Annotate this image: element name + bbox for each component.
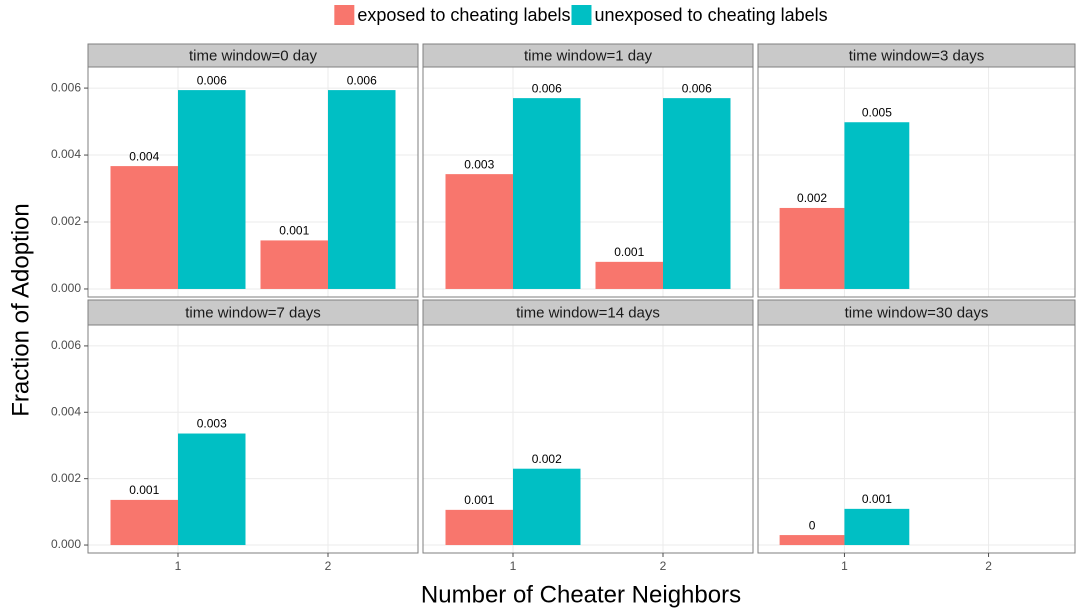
value-label: 0.001 [614, 245, 644, 259]
x-tick-label: 1 [841, 559, 848, 573]
value-label: 0.006 [197, 73, 227, 87]
value-label: 0.003 [464, 157, 494, 171]
value-label: 0.005 [862, 105, 892, 119]
bar [513, 98, 581, 289]
y-tick-label: 0.000 [51, 281, 81, 295]
bar [595, 261, 663, 289]
x-tick-label: 1 [510, 559, 517, 573]
value-label: 0.001 [862, 492, 892, 506]
value-label: 0 [809, 518, 816, 532]
y-tick-label: 0.002 [51, 471, 81, 485]
x-tick-label: 1 [175, 559, 182, 573]
value-label: 0.002 [797, 191, 827, 205]
value-label: 0.006 [682, 81, 712, 95]
bar [844, 508, 910, 546]
panel [758, 325, 1075, 553]
y-tick-label: 0.006 [51, 80, 81, 94]
bar [779, 207, 845, 289]
bar [779, 535, 845, 546]
legend-label: exposed to cheating labels [357, 5, 570, 25]
bar [110, 499, 178, 546]
x-axis-title: Number of Cheater Neighbors [421, 581, 741, 608]
value-label: 0.006 [347, 73, 377, 87]
value-label: 0.001 [464, 493, 494, 507]
x-tick-label: 2 [985, 559, 992, 573]
facet-title: time window=1 day [524, 47, 652, 64]
value-label: 0.006 [532, 81, 562, 95]
panel-border [87, 324, 419, 554]
bar [328, 90, 396, 289]
value-label: 0.001 [129, 483, 159, 497]
y-axis-title: Fraction of Adoption [7, 203, 34, 416]
value-label: 0.001 [279, 224, 309, 238]
panel-border [422, 324, 754, 554]
y-tick-label: 0.000 [51, 537, 81, 551]
bar [178, 433, 246, 546]
facet-strip [87, 299, 419, 326]
y-tick-label: 0.004 [51, 147, 81, 161]
value-label: 0.002 [532, 452, 562, 466]
value-label: 0.003 [197, 417, 227, 431]
bar [663, 98, 731, 289]
bar [110, 166, 178, 289]
y-tick-label: 0.002 [51, 214, 81, 228]
facet-strip [422, 299, 754, 326]
bar [178, 90, 246, 289]
facet-title: time window=3 days [849, 47, 984, 64]
y-tick-label: 0.004 [51, 404, 81, 418]
panel-border [757, 324, 1076, 554]
value-label: 0.004 [129, 149, 159, 163]
legend-swatch [571, 5, 592, 25]
bar [445, 509, 513, 546]
y-tick-label: 0.006 [51, 338, 81, 352]
facet-title: time window=7 days [185, 304, 320, 321]
bar [513, 468, 581, 546]
bar [445, 174, 513, 289]
x-tick-label: 2 [660, 559, 667, 573]
bar [844, 122, 910, 289]
facet-title: time window=14 days [516, 304, 660, 321]
panel-border [422, 66, 754, 298]
panel-border [757, 66, 1076, 298]
x-tick-label: 2 [325, 559, 332, 573]
facet-title: time window=30 days [845, 304, 989, 321]
panel-border [87, 66, 419, 298]
legend-swatch [334, 5, 355, 25]
bar [260, 240, 328, 289]
facet-title: time window=0 day [189, 47, 317, 64]
legend-label: unexposed to cheating labels [594, 5, 827, 25]
facet-strip [757, 299, 1076, 326]
